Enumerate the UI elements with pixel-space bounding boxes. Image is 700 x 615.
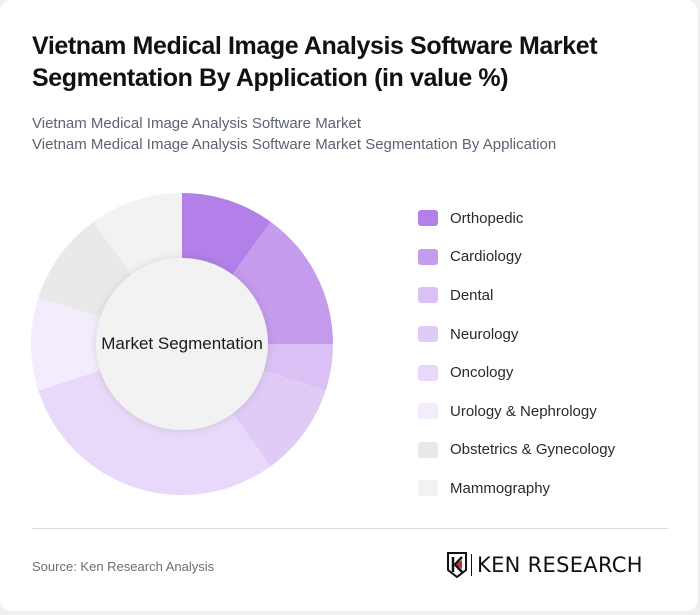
legend-swatch [418, 326, 438, 343]
legend-label: Neurology [450, 325, 519, 343]
legend-label: Dental [450, 286, 494, 304]
donut-chart: Market Segmentation [30, 192, 334, 496]
legend-label: Cardiology [450, 248, 522, 266]
legend-item-dental[interactable]: Dental [418, 276, 615, 315]
legend-swatch [418, 480, 438, 497]
legend-label: Mammography [450, 479, 551, 497]
donut-svg [31, 193, 333, 495]
legend-label: Orthopedic [450, 209, 524, 227]
center-label: Market Segmentation [101, 334, 263, 353]
legend-item-orthopedic[interactable]: Orthopedic [418, 199, 615, 238]
legend-item-urology-nephrology[interactable]: Urology & Nephrology [418, 392, 615, 431]
legend-label: Urology & Nephrology [450, 402, 597, 420]
legend-item-obstetrics-gynecology[interactable]: Obstetrics & Gynecology [418, 431, 615, 470]
legend-item-neurology[interactable]: Neurology [418, 315, 615, 354]
logo-separator [471, 554, 472, 576]
ken-research-logo: KEN RESEARCH [447, 552, 643, 578]
legend-swatch [418, 403, 438, 420]
legend-swatch [418, 248, 438, 265]
subtitle-line-1: Vietnam Medical Image Analysis Software … [32, 115, 362, 132]
legend-item-oncology[interactable]: Oncology [418, 353, 615, 392]
legend-item-cardiology[interactable]: Cardiology [418, 238, 615, 277]
donut-center [96, 258, 268, 430]
chart-subtitle: Vietnam Medical Image Analysis Software … [32, 113, 556, 155]
footer-divider [32, 528, 668, 529]
legend-swatch [418, 287, 438, 304]
source-text: Source: Ken Research Analysis [32, 559, 215, 574]
legend-label: Oncology [450, 364, 514, 382]
legend-swatch [418, 210, 438, 227]
legend-swatch [418, 441, 438, 458]
legend-item-mammography[interactable]: Mammography [418, 469, 615, 508]
ken-shield-icon [447, 552, 467, 578]
logo-text: KEN RESEARCH [477, 553, 643, 577]
subtitle-line-2: Vietnam Medical Image Analysis Software … [32, 136, 557, 153]
legend-swatch [418, 364, 438, 381]
legend-label: Obstetrics & Gynecology [450, 441, 616, 459]
chart-title: Vietnam Medical Image Analysis Software … [32, 32, 598, 92]
legend: Orthopedic Cardiology Dental Neurology O… [418, 199, 615, 508]
